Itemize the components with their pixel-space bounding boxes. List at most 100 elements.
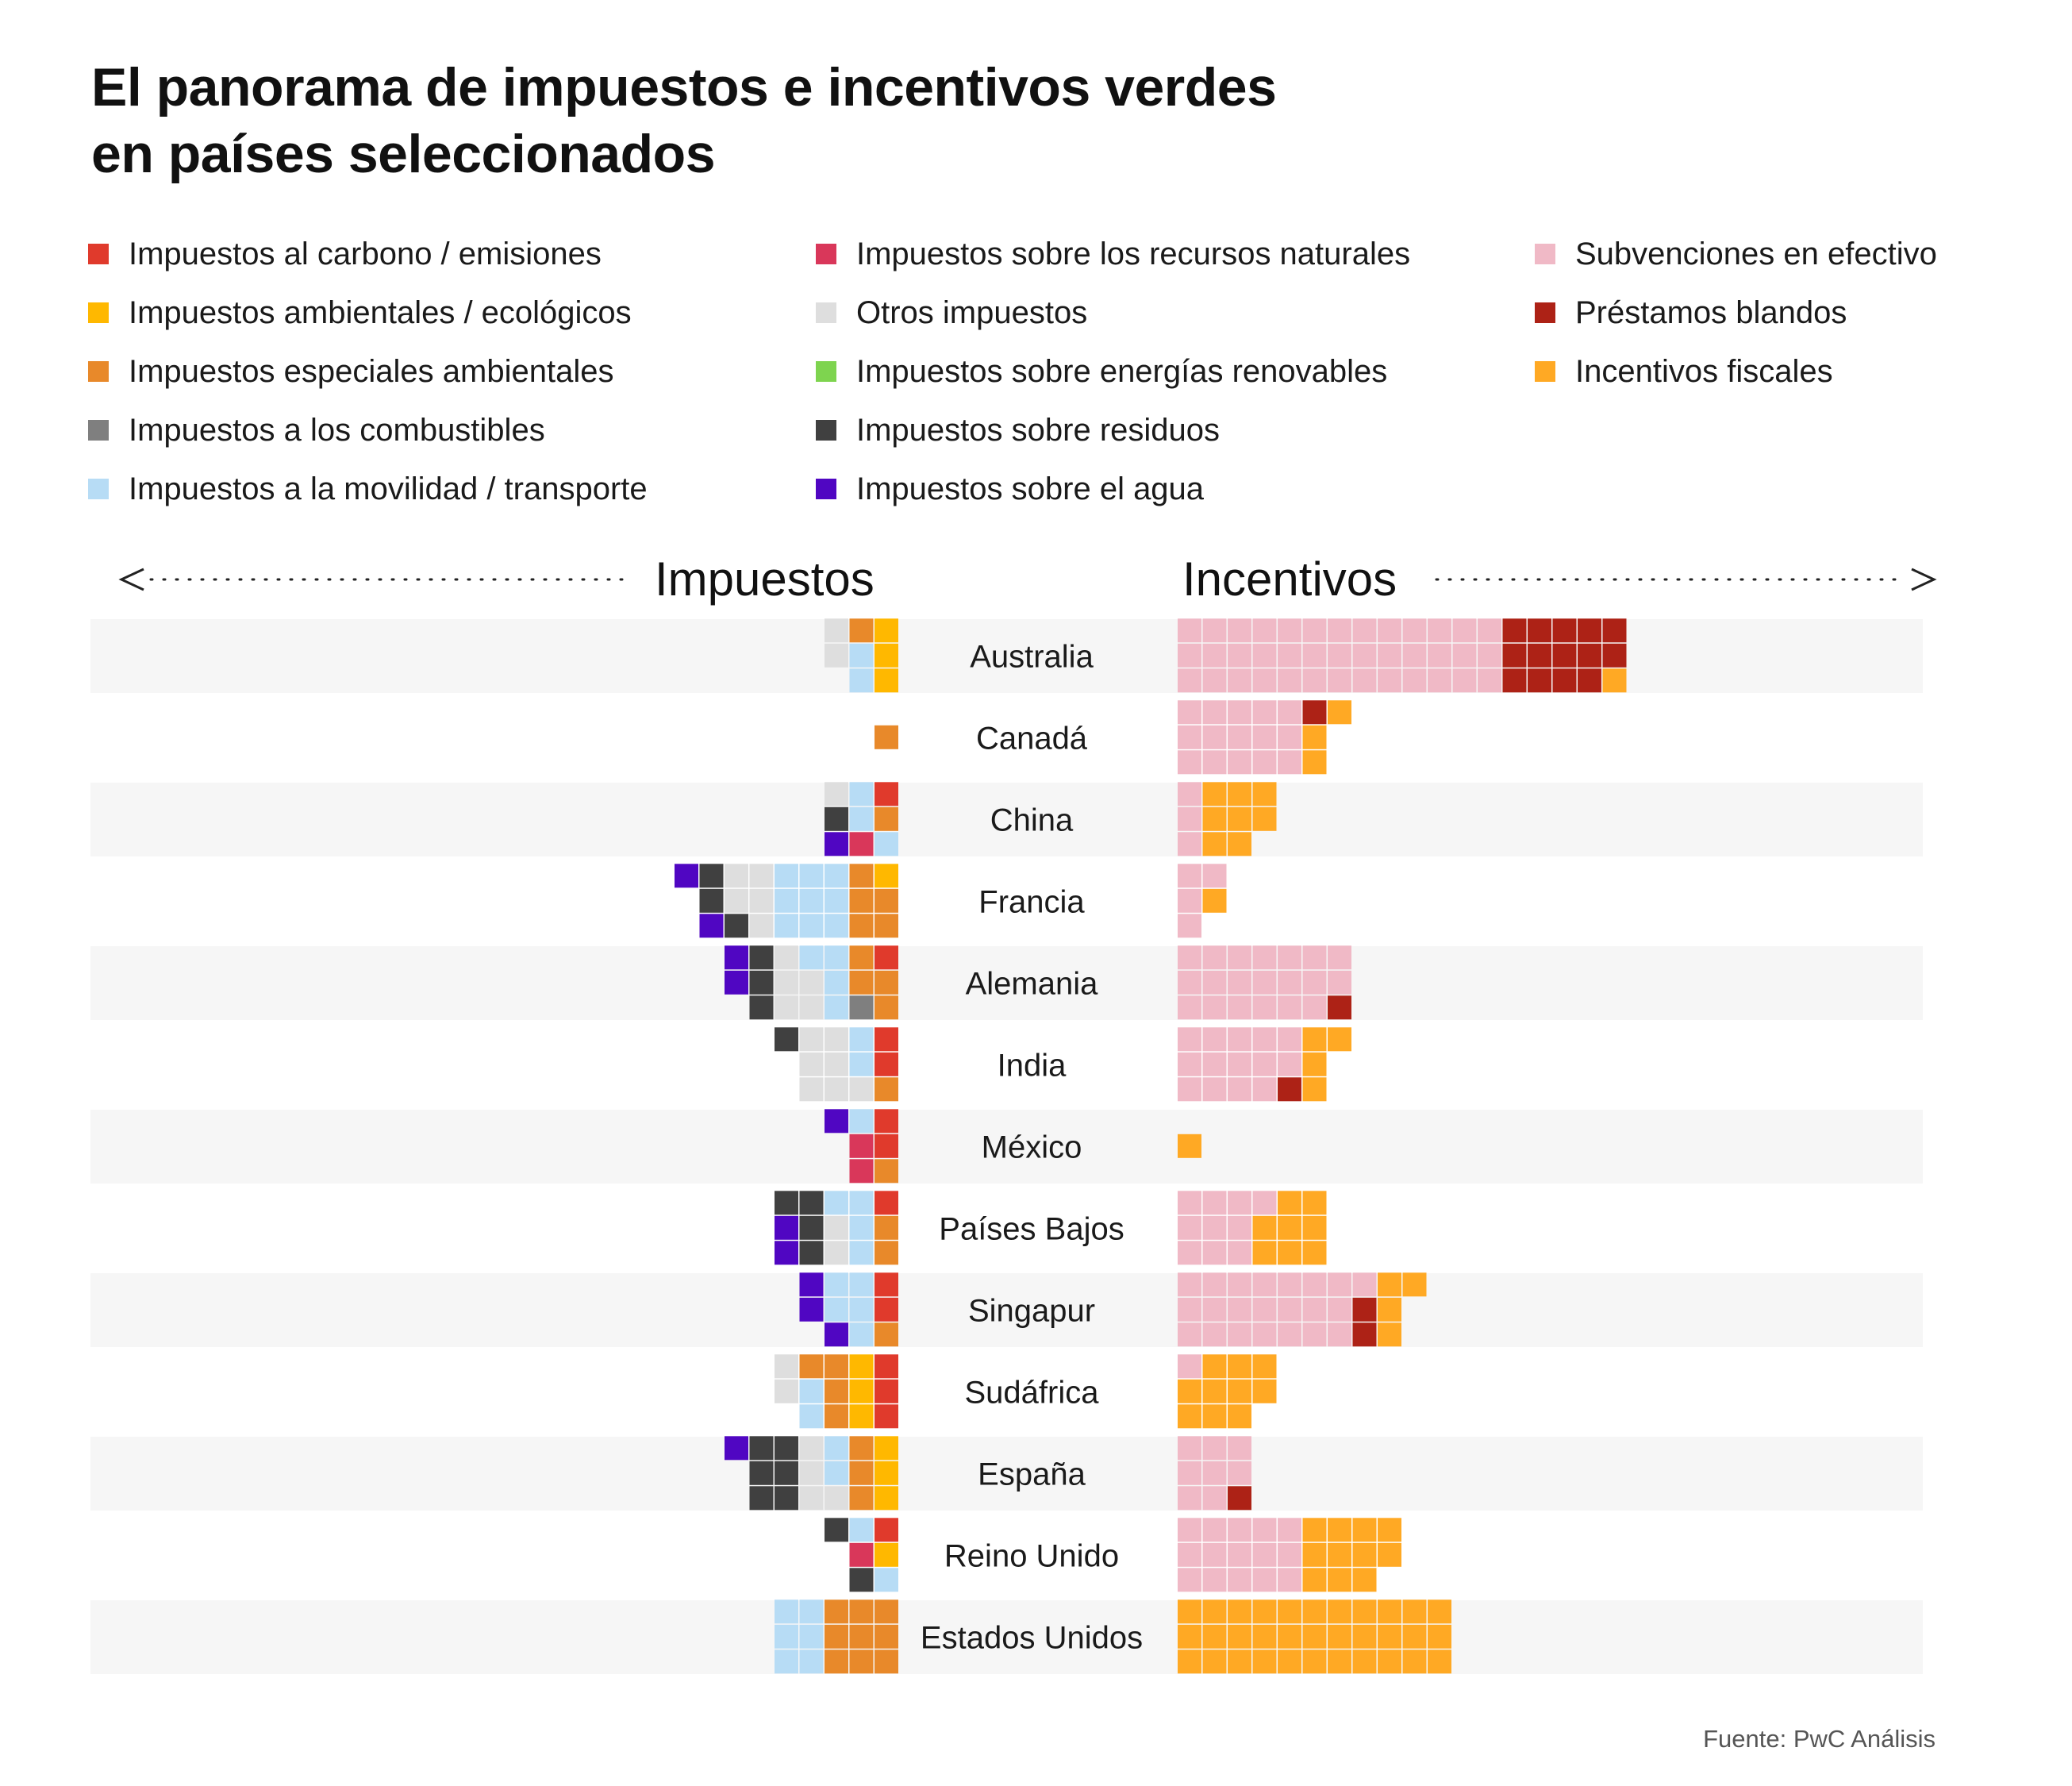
incentive-square [1252, 668, 1277, 693]
tax-square [799, 1215, 824, 1240]
tax-square [825, 1077, 848, 1102]
incentive-square [1302, 1568, 1327, 1592]
legend-swatch [1535, 244, 1555, 264]
incentive-square [1202, 1322, 1227, 1347]
incentive-square [1252, 1241, 1277, 1265]
legend-label: Impuestos a la movilidad / transporte [129, 471, 648, 506]
incentive-square [1178, 1191, 1201, 1215]
incentive-square [1228, 1077, 1251, 1102]
tax-square [849, 643, 874, 668]
legend-item: Subvenciones en efectivo [1535, 225, 1937, 283]
tax-square [875, 1436, 898, 1461]
incentive-square [1252, 618, 1277, 643]
incentive-square [1252, 1542, 1277, 1567]
incentive-square [1352, 1297, 1377, 1322]
tax-square [749, 914, 774, 938]
incentive-square [1302, 1052, 1327, 1076]
incentive-square [1302, 1322, 1327, 1347]
incentive-square [1302, 1297, 1327, 1322]
incentive-square [1228, 1486, 1251, 1511]
tax-square [825, 1272, 848, 1297]
tax-square [875, 806, 898, 831]
incentive-square [1452, 668, 1477, 693]
tax-square [749, 995, 774, 1020]
incentive-square [1228, 1027, 1251, 1052]
incentive-square [1202, 1215, 1227, 1240]
tax-square [749, 888, 774, 913]
incentive-square [1302, 1077, 1327, 1102]
incentive-square [1378, 1542, 1401, 1567]
legend-item: Impuestos sobre los recursos naturales [816, 225, 1410, 283]
left-arrow-head [118, 568, 144, 591]
incentive-square [1578, 668, 1601, 693]
tax-square [875, 618, 898, 643]
incentive-square [1302, 1191, 1327, 1215]
legend-label: Impuestos a los combustibles [129, 412, 545, 448]
incentive-square [1352, 1649, 1377, 1674]
country-label: Australia [970, 640, 1094, 675]
tax-square [825, 1027, 848, 1052]
incentive-square [1178, 1436, 1201, 1461]
tax-square [749, 945, 774, 970]
tax-square [799, 1461, 824, 1485]
tax-square [875, 1486, 898, 1511]
tax-square [775, 995, 798, 1020]
incentive-square [1178, 1322, 1201, 1347]
incentive-square [1178, 700, 1201, 725]
incentive-square [1178, 1649, 1201, 1674]
incentive-square [1352, 643, 1377, 668]
incentive-square [1278, 1568, 1301, 1592]
tax-square [699, 864, 724, 888]
incentive-square [1252, 643, 1277, 668]
incentive-square [1228, 1052, 1251, 1076]
tax-square [799, 1486, 824, 1511]
tax-square [825, 1215, 848, 1240]
tax-square [749, 970, 774, 995]
incentive-square [1228, 1322, 1251, 1347]
country-row: Singapur [90, 1272, 1923, 1347]
chart-title-line-1: El panorama de impuestos e incentivos ve… [91, 57, 1277, 117]
tax-square [775, 864, 798, 888]
incentive-square [1252, 1379, 1277, 1403]
taxes-heading: Impuestos [655, 552, 875, 606]
tax-square [875, 1215, 898, 1240]
country-row: España [90, 1436, 1923, 1511]
country-label: Singapur [968, 1294, 1095, 1329]
incentive-square [1528, 668, 1551, 693]
tax-square [849, 1215, 874, 1240]
legend-swatch [816, 302, 836, 323]
incentive-square [1228, 750, 1251, 775]
legend-label: Incentivos fiscales [1575, 353, 1833, 389]
incentive-square [1228, 643, 1251, 668]
legend-item: Impuestos a los combustibles [88, 401, 648, 460]
incentive-square [1202, 700, 1227, 725]
legend-label: Impuestos especiales ambientales [129, 353, 614, 389]
country-label: Francia [978, 885, 1085, 920]
incentive-square [1328, 1027, 1351, 1052]
tax-square [849, 1191, 874, 1215]
tax-square [875, 1159, 898, 1184]
incentive-square [1252, 1624, 1277, 1649]
tax-square [699, 888, 724, 913]
legend-swatch [88, 420, 109, 441]
tax-square [849, 1241, 874, 1265]
incentive-square [1552, 618, 1577, 643]
tax-square [799, 1599, 824, 1624]
incentive-square [1252, 1272, 1277, 1297]
tax-square [775, 1486, 798, 1511]
incentive-square [1202, 1568, 1227, 1592]
incentive-square [1402, 618, 1427, 643]
incentive-square [1178, 806, 1201, 831]
incentive-square [1228, 995, 1251, 1020]
incentive-square [1502, 668, 1527, 693]
incentive-square [1352, 1624, 1377, 1649]
incentive-square [1328, 1568, 1351, 1592]
tax-square [775, 970, 798, 995]
incentive-square [1302, 1215, 1327, 1240]
legend-item: Impuestos al carbono / emisiones [88, 225, 648, 283]
incentive-square [1228, 1542, 1251, 1567]
tax-square [825, 1404, 848, 1429]
legend-column-3: Subvenciones en efectivo Préstamos bland… [1535, 225, 1937, 401]
legend-label: Subvenciones en efectivo [1575, 236, 1937, 271]
tax-square [849, 1486, 874, 1511]
